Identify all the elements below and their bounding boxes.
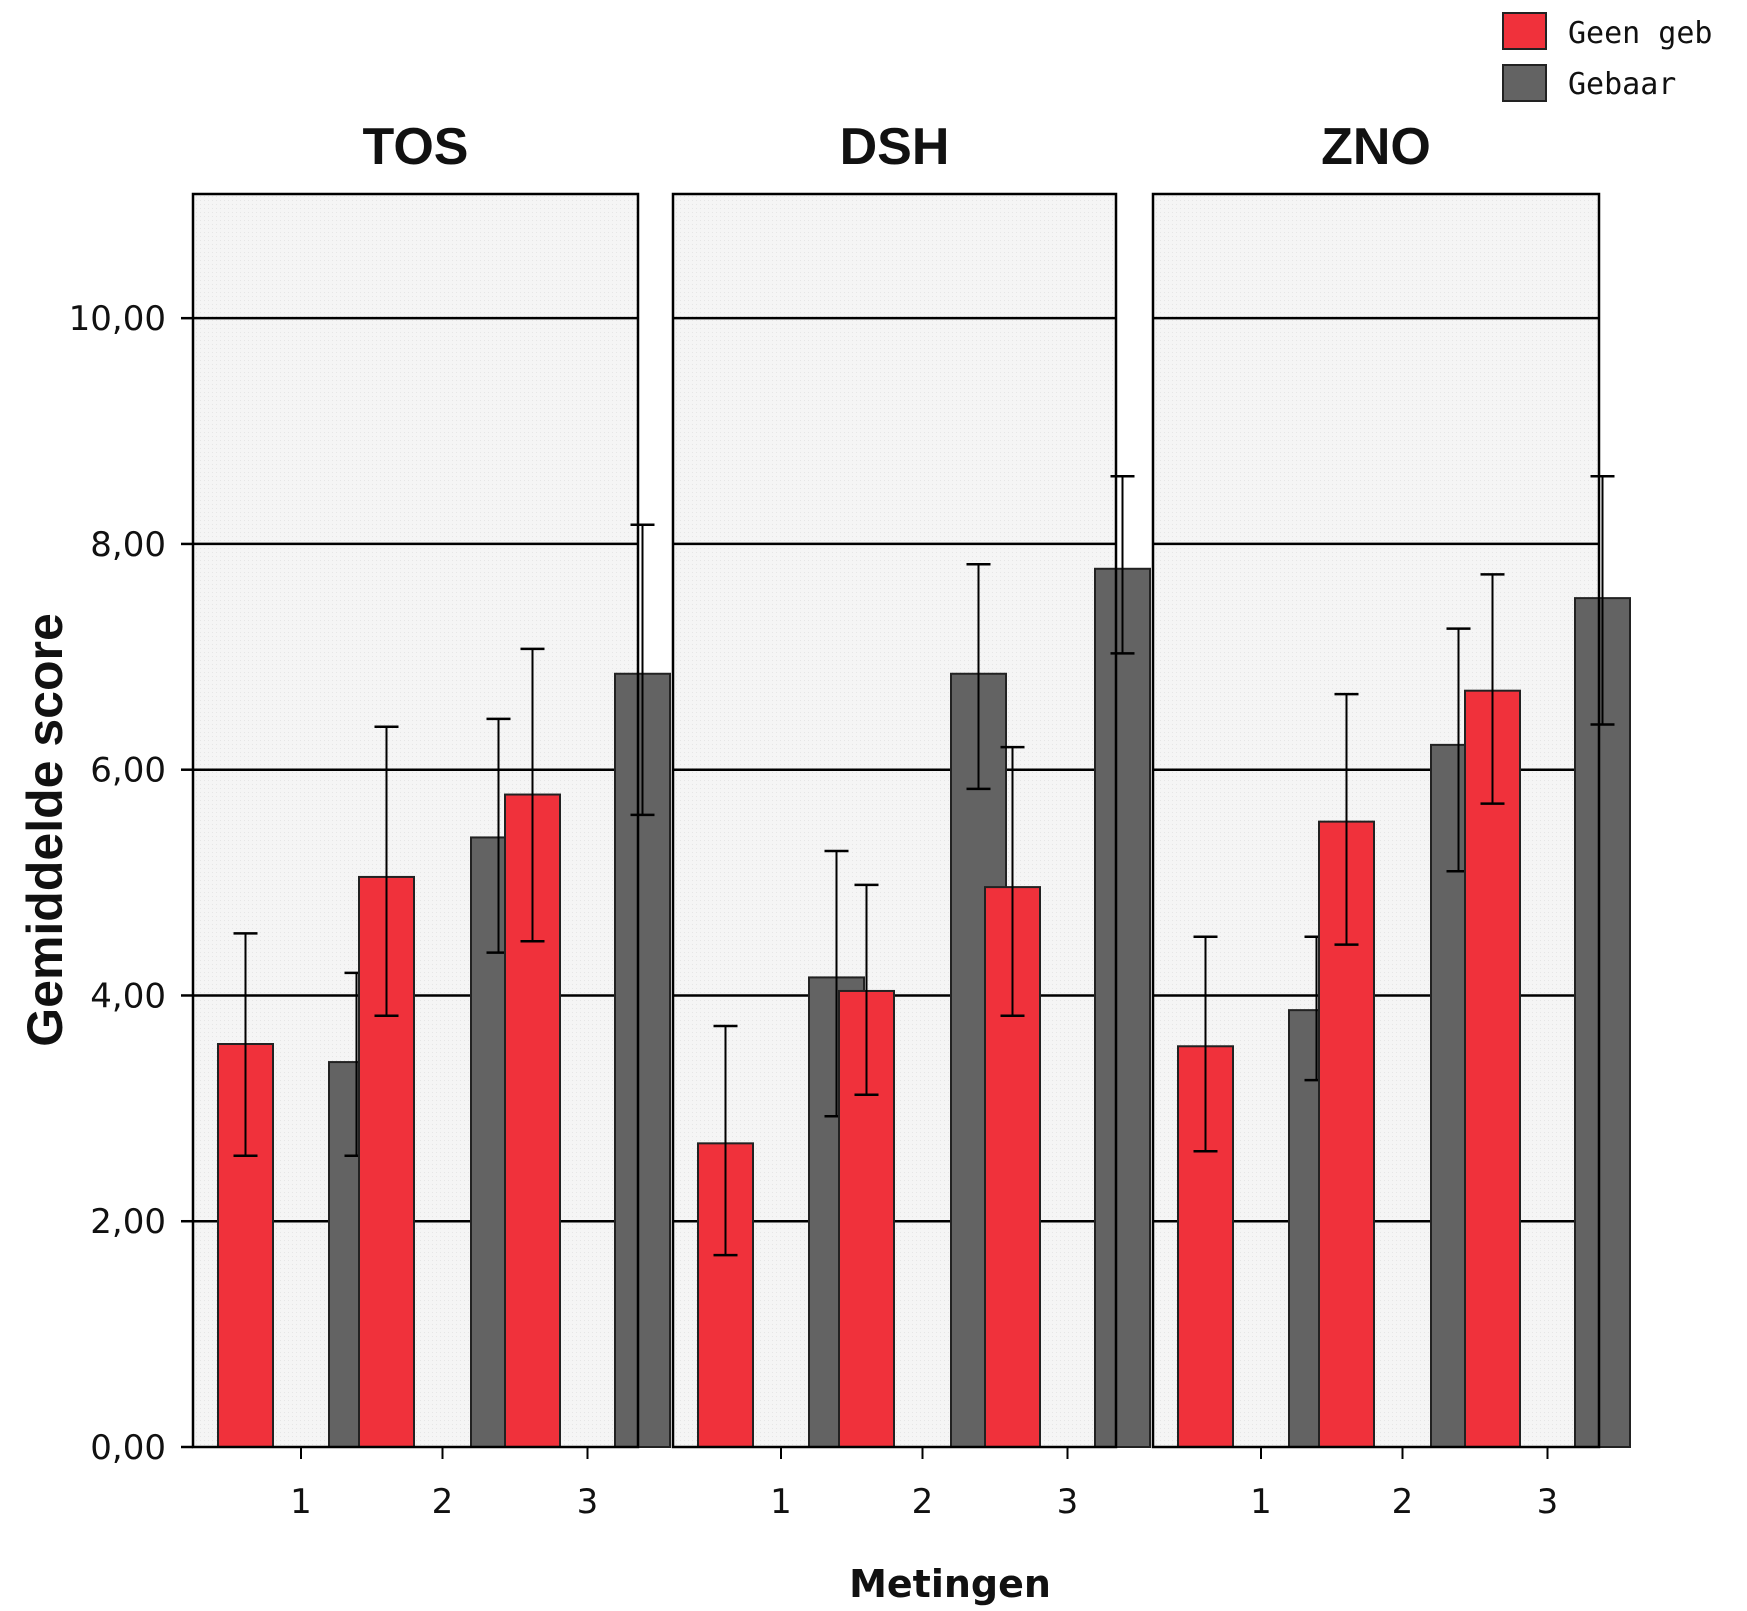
y-tick-label-3: 6,00 — [90, 751, 166, 791]
y-axis-title: Gemiddelde score — [17, 613, 73, 1047]
legend-label-geen-geb: Geen geb — [1568, 16, 1713, 51]
x-tick-label-zno-2: 2 — [1392, 1482, 1414, 1522]
x-tick-label-tos-2: 2 — [432, 1482, 454, 1522]
legend: Geen geb Gebaar — [1502, 12, 1713, 102]
x-axis-title: Metingen — [849, 1562, 1051, 1606]
panel-frame-tos — [191, 192, 640, 1449]
errorbar-dsh-m3-gebaar — [1110, 474, 1135, 655]
panel-title-tos: TOS — [363, 118, 469, 176]
bar-dsh-m3-gebaar — [1094, 567, 1151, 1448]
panel-dsh: DSH 1 2 3 — [671, 118, 1151, 1522]
errorbar-zno-m3-gebaar — [1590, 474, 1615, 726]
y-tick-label-0: 0,00 — [90, 1428, 166, 1468]
y-tick-label-4: 8,00 — [90, 525, 166, 565]
panel-title-dsh: DSH — [840, 118, 950, 176]
errorbar-dsh-m2-geen-geb — [854, 883, 879, 1097]
x-tick-label-tos-1: 1 — [290, 1482, 312, 1522]
panel-title-zno: ZNO — [1321, 118, 1431, 176]
legend-label-gebaar: Gebaar — [1568, 67, 1676, 102]
errorbar-zno-m3-geen-geb — [1480, 573, 1505, 805]
errorbar-tos-m3-geen-geb — [520, 647, 545, 943]
panel-frame-dsh — [671, 192, 1118, 1449]
errorbar-dsh-m1-geen-geb — [713, 1024, 738, 1257]
y-tick-label-5: 10,00 — [69, 299, 166, 339]
errorbar-dsh-m2-gebaar — [966, 563, 991, 791]
y-tick-label-1: 2,00 — [90, 1202, 166, 1242]
y-tick-label-2: 4,00 — [90, 976, 166, 1016]
errorbar-tos-m3-gebaar — [630, 523, 655, 817]
panel-frame-zno — [1151, 192, 1601, 1449]
bar-zno-m3-gebaar — [1574, 597, 1631, 1448]
x-tick-label-dsh-1: 1 — [770, 1482, 792, 1522]
errorbar-tos-m1-geen-geb — [233, 932, 258, 1158]
errorbar-zno-m2-geen-geb — [1334, 692, 1359, 946]
x-tick-label-zno-1: 1 — [1250, 1482, 1272, 1522]
x-tick-label-dsh-2: 2 — [912, 1482, 934, 1522]
x-tick-label-tos-3: 3 — [577, 1482, 599, 1522]
panels-layer: TOS 1 2 3 DSH 1 2 3 ZNO 1 2 3 — [191, 118, 1631, 1522]
y-axis: 0,00 2,00 4,00 6,00 8,00 10,00 — [69, 299, 193, 1468]
errorbar-dsh-m3-geen-geb — [1000, 745, 1025, 1018]
x-tick-label-zno-3: 3 — [1537, 1482, 1559, 1522]
legend-swatch-gebaar — [1502, 64, 1547, 102]
panel-tos: TOS 1 2 3 — [191, 118, 671, 1522]
errorbar-tos-m2-geen-geb — [374, 725, 399, 1018]
legend-swatch-geen-geb — [1502, 12, 1547, 50]
x-tick-label-dsh-3: 3 — [1057, 1482, 1079, 1522]
bar-zno-m3-geen-geb — [1464, 689, 1521, 1448]
panel-zno: ZNO 1 2 3 — [1151, 118, 1631, 1522]
errorbar-zno-m1-geen-geb — [1193, 935, 1218, 1153]
